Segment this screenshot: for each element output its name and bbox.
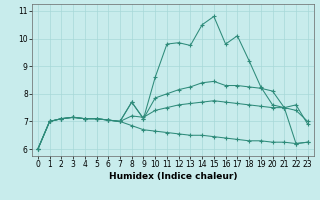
X-axis label: Humidex (Indice chaleur): Humidex (Indice chaleur) <box>108 172 237 181</box>
